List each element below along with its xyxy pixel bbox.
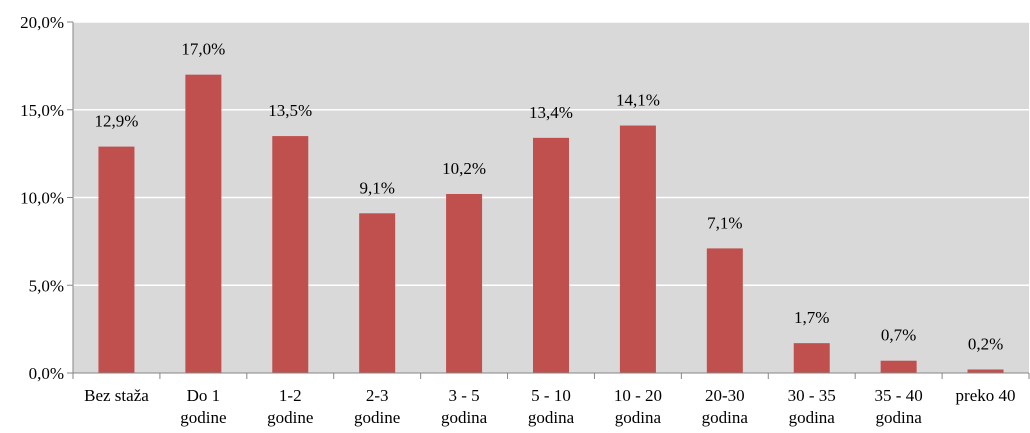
data-label: 0,2% (968, 334, 1003, 353)
data-labels: 12,9% 17,0% 13,5% 9,1% 10,2% 13,4% 14,1% 7,1% 1,… (94, 40, 1003, 354)
bar (98, 146, 135, 373)
x-tick-label: 3 - 5 godina (441, 386, 488, 427)
data-label: 13,5% (268, 101, 312, 120)
bar (967, 369, 1004, 373)
bar (619, 125, 656, 373)
x-tick-label: preko 40 (956, 386, 1016, 405)
bar (446, 193, 483, 373)
axes (67, 21, 1030, 379)
data-label: 12,9% (94, 112, 138, 131)
bar (272, 136, 309, 373)
x-tick-label: 1-2 godine (267, 386, 313, 427)
x-tick-label: 30 - 35 godina (788, 386, 836, 427)
bar (533, 137, 569, 373)
y-tick-label: 10,0% (20, 189, 64, 208)
y-tick-label: 5,0% (29, 276, 64, 295)
bar (359, 213, 396, 373)
x-tick-labels: Bez staža Do 1 godine 1-2 godine 2-3 godine 3 -… (84, 386, 1015, 427)
x-tick-label: 2-3 godine (354, 386, 400, 427)
data-label: 9,1% (359, 178, 394, 197)
y-tick-label: 15,0% (20, 101, 64, 120)
x-tick-label: 10 - 20 godina (614, 386, 662, 427)
y-tick-label: 0,0% (29, 364, 64, 383)
y-tick-labels: 0,0% 5,0% 10,0% 15,0% 20,0% (20, 13, 64, 383)
data-label: 14,1% (616, 91, 660, 110)
data-label: 10,2% (442, 159, 486, 178)
bar (793, 343, 830, 373)
x-tick-label: 35 - 40 godina (875, 386, 923, 427)
bar (185, 74, 222, 374)
data-label: 0,7% (881, 326, 916, 345)
bar (880, 360, 917, 373)
data-label: 17,0% (181, 40, 225, 59)
y-tick-label: 20,0% (20, 13, 64, 32)
data-label: 7,1% (707, 213, 742, 232)
x-tick-label: Do 1 godine (180, 386, 226, 427)
data-label: 13,4% (529, 103, 573, 122)
x-tick-label: 20-30 godina (702, 386, 749, 427)
bar (706, 248, 743, 373)
data-label: 1,7% (794, 308, 829, 327)
bars (98, 74, 1004, 374)
x-tick-label: 5 - 10 godina (528, 386, 575, 427)
x-tick-label: Bez staža (84, 386, 149, 405)
